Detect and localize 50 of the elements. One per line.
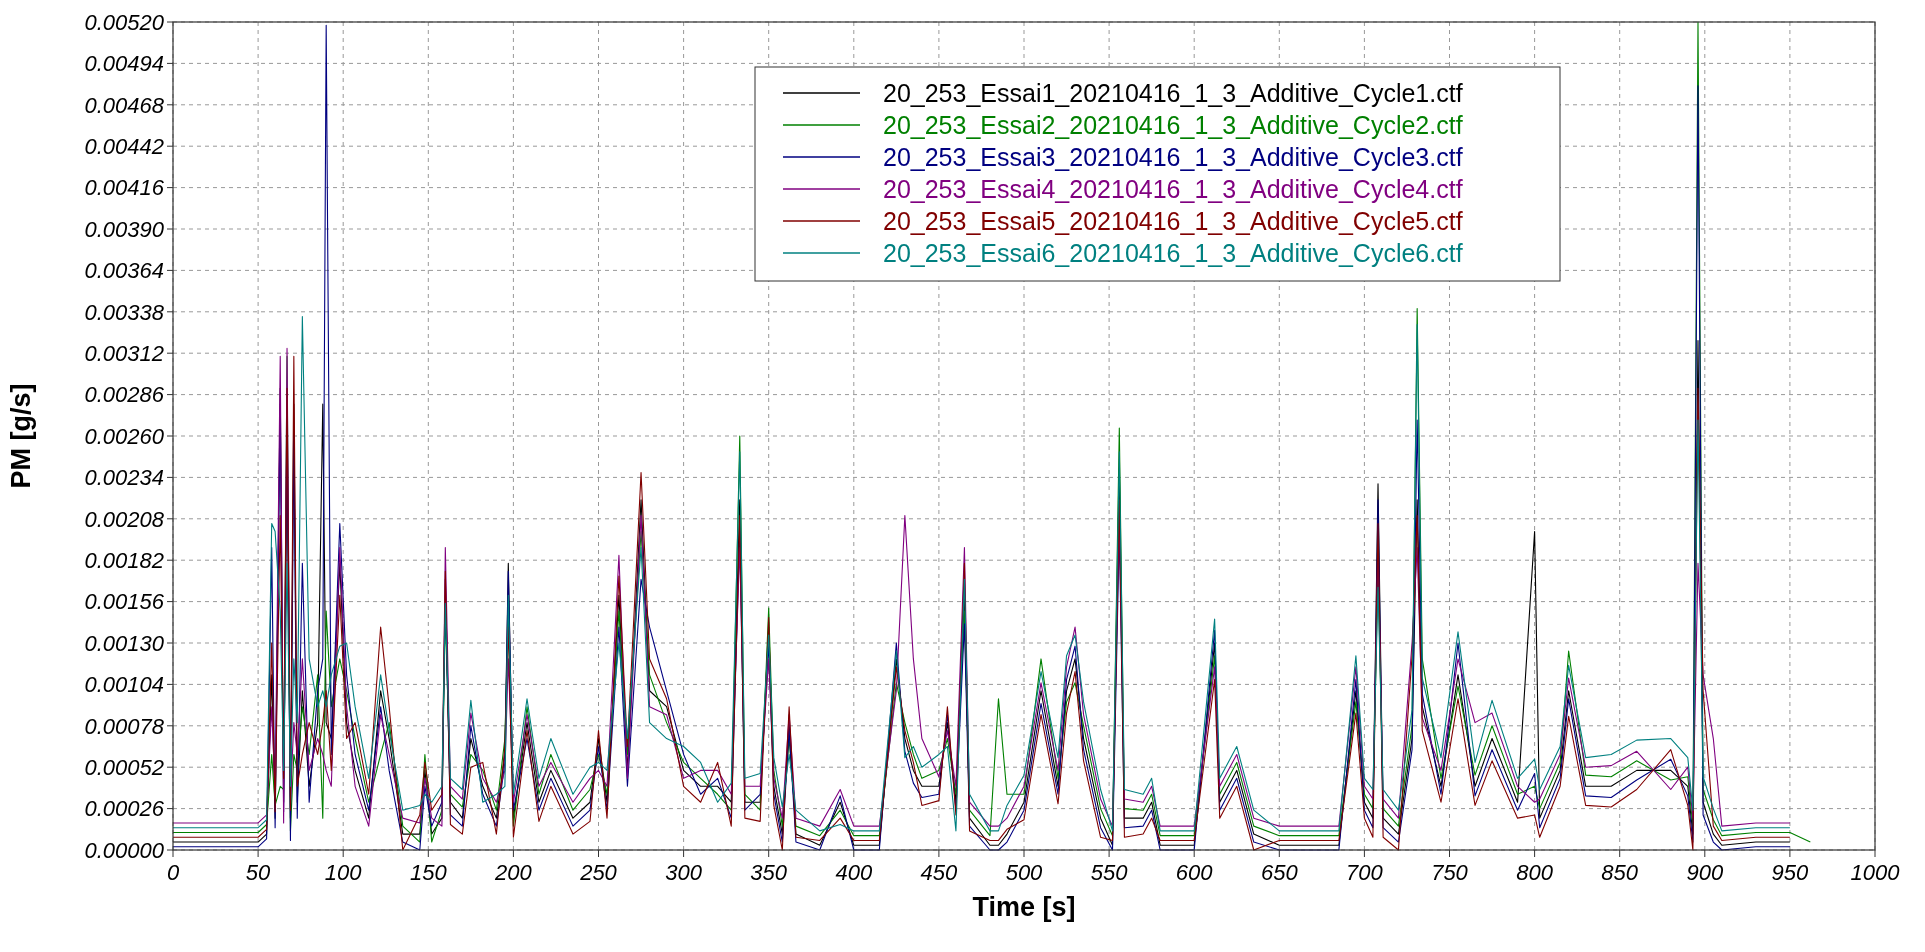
y-tick-label: 0.00078 xyxy=(84,713,165,739)
x-tick-label: 400 xyxy=(835,860,873,885)
x-tick-label: 450 xyxy=(920,860,959,885)
legend-label: 20_253_Essai2_20210416_1_3_Additive_Cycle2.ctf xyxy=(883,110,1463,139)
y-tick-label: 0.00208 xyxy=(84,506,165,532)
y-tick-label: 0.00156 xyxy=(84,589,165,615)
x-tick-label: 350 xyxy=(750,860,788,885)
y-tick-label: 0.00390 xyxy=(84,216,165,242)
y-tick-label: 0.00364 xyxy=(84,258,164,284)
x-tick-label: 0 xyxy=(166,860,180,885)
x-tick-label: 600 xyxy=(1175,860,1214,885)
legend-label: 20_253_Essai4_20210416_1_3_Additive_Cycle4.ctf xyxy=(883,174,1463,203)
y-tick-label: 0.00182 xyxy=(84,547,164,573)
y-tick-label: 0.00026 xyxy=(84,796,165,822)
legend-label: 20_253_Essai3_20210416_1_3_Additive_Cycle3.ctf xyxy=(883,142,1463,171)
x-tick-label: 50 xyxy=(245,860,272,885)
x-tick-label: 250 xyxy=(579,860,618,885)
y-tick-label: 0.00104 xyxy=(84,672,164,698)
x-tick-label: 750 xyxy=(1431,860,1469,885)
y-tick-label: 0.00520 xyxy=(84,9,165,35)
y-tick-label: 0.00000 xyxy=(84,837,165,863)
x-tick-label: 550 xyxy=(1090,860,1129,885)
x-tick-label: 100 xyxy=(324,860,363,885)
x-tick-label: 800 xyxy=(1516,860,1554,885)
legend-label: 20_253_Essai6_20210416_1_3_Additive_Cycle6.ctf xyxy=(883,238,1463,267)
legend-label: 20_253_Essai1_20210416_1_3_Additive_Cycle1.ctf xyxy=(883,78,1463,107)
x-tick-label: 150 xyxy=(409,860,448,885)
x-tick-label: 700 xyxy=(1346,860,1384,885)
y-tick-label: 0.00338 xyxy=(84,299,165,325)
y-tick-label: 0.00260 xyxy=(84,423,165,449)
y-axis-title: PM [g/s] xyxy=(6,383,36,489)
y-tick-label: 0.00312 xyxy=(84,340,164,366)
x-tick-label: 900 xyxy=(1686,860,1724,885)
x-axis-title: Time [s] xyxy=(972,892,1076,922)
y-tick-label: 0.00234 xyxy=(84,465,164,491)
x-tick-label: 500 xyxy=(1005,860,1044,885)
y-tick-label: 0.00468 xyxy=(84,92,165,118)
x-tick-label: 300 xyxy=(665,860,703,885)
x-tick-label: 850 xyxy=(1601,860,1639,885)
legend-label: 20_253_Essai5_20210416_1_3_Additive_Cycle5.ctf xyxy=(883,206,1463,235)
y-tick-label: 0.00442 xyxy=(84,133,164,159)
y-tick-label: 0.00052 xyxy=(84,754,164,780)
y-tick-label: 0.00416 xyxy=(84,175,165,201)
y-tick-label: 0.00494 xyxy=(84,51,164,77)
x-tick-label: 200 xyxy=(494,860,533,885)
x-tick-label: 1000 xyxy=(1850,860,1901,885)
y-tick-label: 0.00286 xyxy=(84,382,165,408)
x-tick-label: 650 xyxy=(1260,860,1299,885)
x-tick-label: 950 xyxy=(1771,860,1810,885)
y-tick-label: 0.00130 xyxy=(84,630,165,656)
